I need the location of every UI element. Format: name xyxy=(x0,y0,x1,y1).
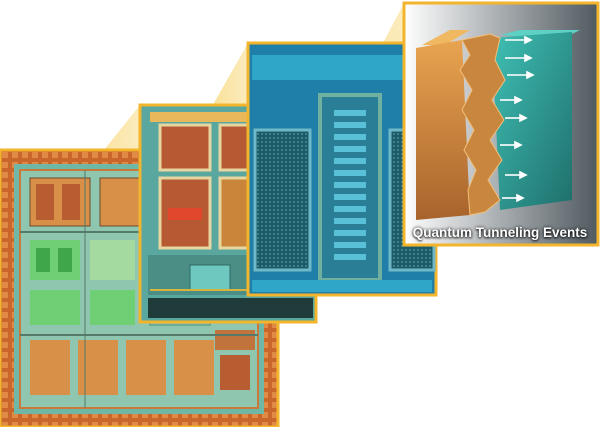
tunneling-barrier xyxy=(459,33,506,216)
gate-fingers xyxy=(334,110,366,260)
tunneling-cube-panel xyxy=(402,1,600,247)
die-circuit-blocks xyxy=(20,170,258,408)
figure-caption: Quantum Tunneling Events xyxy=(412,225,588,240)
tunneling-arrows xyxy=(500,35,535,203)
